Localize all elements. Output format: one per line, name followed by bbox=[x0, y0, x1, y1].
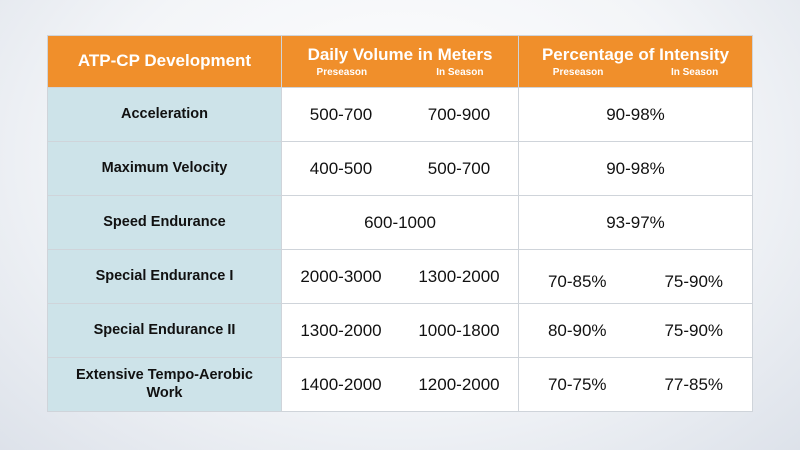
header-subtitles: Preseason In Season bbox=[519, 67, 752, 78]
table-row: Special Endurance I 2000-3000 1300-2000 … bbox=[47, 249, 753, 304]
table-row: Acceleration 500-700 700-900 90-98% bbox=[47, 87, 753, 142]
row-label: Acceleration bbox=[47, 87, 282, 142]
volume-in-season: 1000-1800 bbox=[418, 320, 500, 340]
volume-in-season: 1300-2000 bbox=[418, 266, 500, 286]
table-row: Special Endurance II 1300-2000 1000-1800… bbox=[47, 303, 753, 358]
row-label: Special Endurance I bbox=[47, 249, 282, 304]
volume-preseason: 1400-2000 bbox=[300, 374, 382, 394]
volume-in-season: 500-700 bbox=[427, 158, 491, 178]
header-title: Percentage of Intensity bbox=[541, 44, 730, 64]
volume-cell: 600-1000 bbox=[281, 195, 519, 250]
volume-cell: 400-500 500-700 bbox=[281, 141, 519, 196]
sub-in-season: In Season bbox=[436, 67, 484, 79]
row-label: Speed Endurance bbox=[47, 195, 282, 250]
row-label: Extensive Tempo-Aerobic Work bbox=[47, 357, 282, 412]
header-atp-cp: ATP-CP Development bbox=[47, 35, 282, 88]
header-daily-volume: Daily Volume in Meters Preseason In Seas… bbox=[281, 35, 519, 88]
atp-cp-table: ATP-CP Development Daily Volume in Meter… bbox=[47, 35, 753, 412]
intensity-cell: 90-98% bbox=[518, 141, 753, 196]
volume-in-season: 700-900 bbox=[427, 104, 491, 124]
intensity-preseason: 70-85% bbox=[547, 271, 607, 291]
volume-cell: 2000-3000 1300-2000 bbox=[281, 249, 519, 304]
intensity-preseason: 80-90% bbox=[547, 320, 607, 340]
volume-cell: 1400-2000 1200-2000 bbox=[281, 357, 519, 412]
intensity-in-season: 77-85% bbox=[664, 374, 724, 394]
volume-preseason: 1300-2000 bbox=[300, 320, 382, 340]
table-row: Speed Endurance 600-1000 93-97% bbox=[47, 195, 753, 250]
volume-preseason: 500-700 bbox=[309, 104, 373, 124]
intensity-cell: 70-85% 75-90% bbox=[518, 249, 753, 304]
intensity-in-season: 75-90% bbox=[664, 320, 724, 340]
table-row: Extensive Tempo-Aerobic Work 1400-2000 1… bbox=[47, 357, 753, 412]
row-label: Maximum Velocity bbox=[47, 141, 282, 196]
intensity-cell: 70-75% 77-85% bbox=[518, 357, 753, 412]
volume-in-season: 1200-2000 bbox=[418, 374, 500, 394]
volume-preseason: 400-500 bbox=[309, 158, 373, 178]
header-subtitles: Preseason In Season bbox=[282, 67, 518, 78]
intensity-cell: 80-90% 75-90% bbox=[518, 303, 753, 358]
header-percentage-intensity: Percentage of Intensity Preseason In Sea… bbox=[518, 35, 753, 88]
sub-preseason: Preseason bbox=[552, 67, 604, 79]
volume-preseason: 2000-3000 bbox=[300, 266, 382, 286]
intensity-cell: 90-98% bbox=[518, 87, 753, 142]
row-label: Special Endurance II bbox=[47, 303, 282, 358]
volume-cell: 1300-2000 1000-1800 bbox=[281, 303, 519, 358]
sub-preseason: Preseason bbox=[316, 67, 368, 79]
volume-cell: 500-700 700-900 bbox=[281, 87, 519, 142]
intensity-preseason: 70-75% bbox=[547, 374, 607, 394]
intensity-in-season: 75-90% bbox=[664, 271, 724, 291]
table-row: Maximum Velocity 400-500 500-700 90-98% bbox=[47, 141, 753, 196]
header-title: ATP-CP Development bbox=[77, 51, 252, 71]
sub-in-season: In Season bbox=[670, 67, 719, 79]
header-title: Daily Volume in Meters bbox=[307, 44, 493, 64]
intensity-cell: 93-97% bbox=[518, 195, 753, 250]
